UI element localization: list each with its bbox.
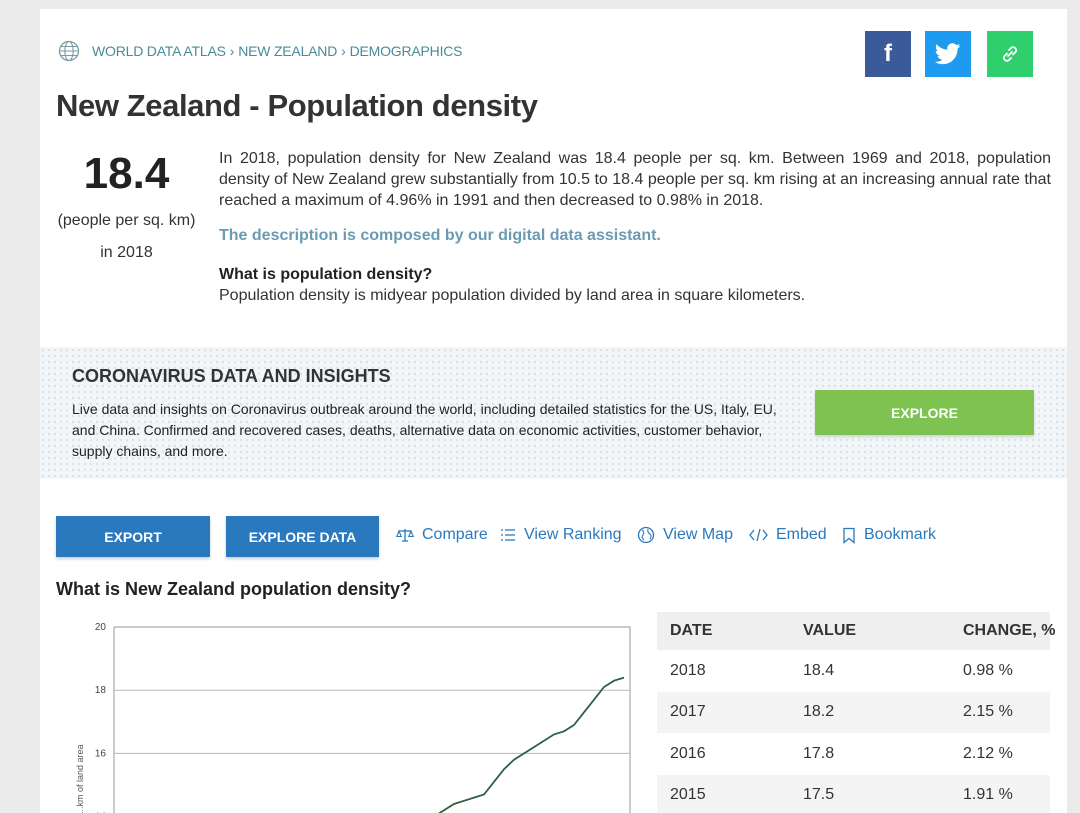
export-button[interactable]: EXPORT — [56, 516, 210, 557]
breadcrumb-world-data-atlas[interactable]: WORLD DATA ATLAS — [92, 43, 226, 59]
breadcrumb-separator: › — [229, 43, 235, 59]
population-density-chart: 20 18 16 14 ...km of land area — [75, 622, 631, 813]
embed-link[interactable]: Embed — [749, 526, 827, 544]
twitter-icon — [935, 43, 961, 65]
link-icon — [1003, 46, 1017, 62]
breadcrumb-new-zealand[interactable]: NEW ZEALAND — [238, 43, 338, 59]
view-ranking-label: View Ranking — [524, 526, 622, 543]
explore-button[interactable]: EXPLORE — [815, 390, 1034, 435]
cell-value: 18.4 — [803, 661, 835, 679]
assistant-note: The description is composed by our digit… — [219, 227, 661, 244]
header-change: CHANGE, % — [963, 622, 1056, 639]
copy-link-button[interactable] — [987, 31, 1033, 77]
cell-change: 2.15 % — [963, 703, 1013, 721]
banner-text: Live data and insights on Coronavirus ou… — [72, 401, 777, 459]
definition-answer: Population density is midyear population… — [219, 287, 806, 304]
headline-year: in 2018 — [100, 244, 153, 261]
table-row: 2017 18.2 2.15 % — [657, 691, 1050, 733]
cell-value: 17.8 — [803, 744, 835, 762]
cell-change: 2.12 % — [963, 744, 1013, 762]
page-card: WORLD DATA ATLAS › NEW ZEALAND › DEMOGRA… — [40, 9, 1067, 813]
header-date: DATE — [670, 622, 713, 639]
y-tick-label: 20 — [95, 622, 107, 633]
breadcrumb-separator: › — [341, 43, 346, 59]
cell-date: 2017 — [670, 703, 706, 721]
y-tick-label: 16 — [95, 748, 107, 759]
header-value: VALUE — [803, 622, 857, 639]
page-title: New Zealand - Population density — [56, 88, 538, 123]
list-icon — [501, 529, 515, 541]
breadcrumb: WORLD DATA ATLAS › NEW ZEALAND › DEMOGRA… — [58, 40, 463, 62]
twitter-share-button[interactable] — [925, 31, 971, 77]
chart-frame — [113, 626, 631, 813]
explore-data-button[interactable]: EXPLORE DATA — [226, 516, 379, 557]
cell-value: 18.2 — [803, 703, 835, 721]
scale-icon — [396, 529, 414, 542]
headline-value: 18.4 — [83, 149, 170, 198]
bookmark-icon — [843, 527, 855, 544]
coronavirus-banner: CORONAVIRUS DATA AND INSIGHTS Live data … — [40, 347, 1067, 479]
bookmark-link[interactable]: Bookmark — [842, 526, 936, 544]
breadcrumb-demographics[interactable]: DEMOGRAPHICS — [349, 43, 463, 59]
series-line — [438, 676, 625, 813]
globe-icon — [637, 526, 655, 544]
view-map-link[interactable]: View Map — [637, 526, 733, 544]
cell-change: 0.98 % — [963, 661, 1013, 679]
cell-date: 2018 — [670, 661, 706, 679]
y-axis-label: ...km of land area — [75, 744, 85, 813]
view-ranking-link[interactable]: View Ranking — [500, 526, 622, 544]
description-text: In 2018, population density for New Zeal… — [219, 150, 1051, 209]
cell-date: 2015 — [670, 786, 706, 804]
embed-label: Embed — [776, 526, 827, 543]
headline-unit: (people per sq. km) — [57, 212, 196, 229]
data-table: DATE VALUE CHANGE, % 2018 18.4 0.98 % 20… — [657, 612, 1056, 813]
facebook-icon: f — [884, 40, 892, 67]
view-map-label: View Map — [663, 526, 733, 543]
code-icon — [749, 528, 768, 542]
table-row: 2015 17.5 1.91 % — [657, 774, 1050, 813]
definition-question: What is population density? — [219, 266, 433, 283]
bookmark-label: Bookmark — [864, 526, 937, 543]
y-tick-label: 18 — [95, 685, 107, 696]
table-row: 2016 17.8 2.12 % — [657, 733, 1050, 775]
compare-link[interactable]: Compare — [396, 526, 488, 544]
cell-change: 1.91 % — [963, 786, 1013, 804]
table-row: 2018 18.4 0.98 % — [657, 650, 1050, 692]
globe-icon — [58, 40, 80, 62]
banner-title: CORONAVIRUS DATA AND INSIGHTS — [72, 366, 391, 386]
cell-value: 17.5 — [803, 786, 835, 804]
cell-date: 2016 — [670, 744, 706, 762]
table-header-row: DATE VALUE CHANGE, % — [657, 612, 1056, 650]
chart-heading: What is New Zealand population density? — [56, 579, 412, 599]
y-tick-label: 14 — [95, 812, 107, 813]
compare-label: Compare — [422, 526, 488, 543]
facebook-share-button[interactable]: f — [865, 31, 911, 77]
